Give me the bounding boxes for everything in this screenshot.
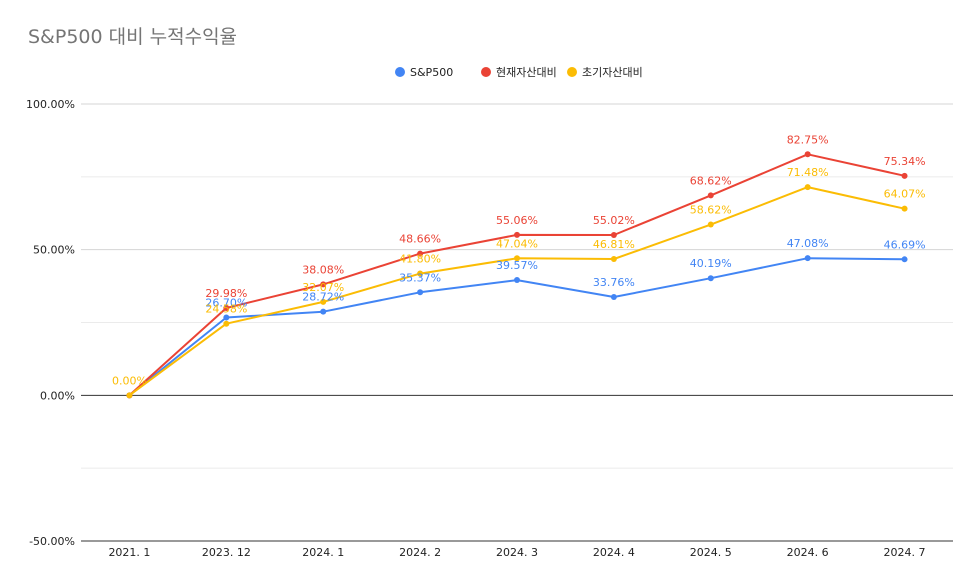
data-point — [901, 172, 908, 179]
x-tick-label: 2024. 7 — [884, 546, 926, 559]
x-tick-label: 2021. 1 — [108, 546, 150, 559]
series-line — [128, 153, 905, 397]
data-label: 28.72% — [302, 291, 344, 304]
data-label: 35.37% — [399, 271, 441, 284]
data-label: 24.58% — [205, 303, 247, 316]
data-label: 41.80% — [399, 253, 441, 266]
legend-marker — [567, 67, 577, 77]
legend-label: S&P500 — [410, 66, 453, 79]
data-point — [417, 250, 424, 257]
data-label: 58.62% — [690, 204, 732, 217]
data-point — [223, 320, 230, 327]
legend-marker — [481, 67, 491, 77]
chart-title: S&P500 대비 누적수익율 — [28, 26, 238, 48]
data-label: 55.02% — [593, 214, 635, 227]
data-point — [804, 184, 811, 191]
data-point — [901, 205, 908, 212]
data-label: 38.08% — [302, 263, 344, 276]
x-tick-label: 2024. 1 — [302, 546, 344, 559]
data-point — [223, 304, 230, 311]
data-label: 40.19% — [690, 257, 732, 270]
data-label: 68.62% — [690, 174, 732, 187]
legend-label: 초기자산대비 — [582, 66, 643, 79]
data-point — [417, 289, 424, 296]
data-point — [320, 308, 327, 315]
x-tick-label: 2023. 12 — [202, 546, 251, 559]
data-label: 29.98% — [205, 287, 247, 300]
data-point — [320, 298, 327, 305]
data-label: 47.04% — [496, 237, 538, 250]
data-label: 39.57% — [496, 259, 538, 272]
data-label: 48.66% — [399, 233, 441, 246]
x-tick-label: 2024. 4 — [593, 546, 635, 559]
data-point — [804, 255, 811, 262]
data-point — [707, 221, 714, 228]
data-label: 82.75% — [787, 133, 829, 146]
data-point — [610, 232, 617, 239]
data-point — [707, 275, 714, 282]
data-point — [610, 293, 617, 300]
x-tick-label: 2024. 3 — [496, 546, 538, 559]
data-label: 33.76% — [593, 276, 635, 289]
data-point — [901, 256, 908, 263]
data-label: 46.81% — [593, 238, 635, 251]
data-point — [804, 151, 811, 158]
data-point — [514, 255, 520, 262]
y-tick-label: 0.00% — [40, 389, 75, 402]
y-tick-label: -50.00% — [29, 535, 75, 548]
data-label: 47.08% — [787, 237, 829, 250]
data-point — [514, 277, 520, 284]
data-label: 0.00% — [112, 374, 147, 387]
data-point — [320, 281, 327, 288]
data-label: 46.69% — [884, 238, 926, 251]
data-point — [223, 314, 230, 321]
legend-marker — [395, 67, 405, 77]
data-point — [610, 255, 617, 262]
data-label: 26.70% — [205, 297, 247, 310]
data-point — [707, 192, 714, 199]
data-point — [514, 231, 520, 238]
data-label: 55.06% — [496, 214, 538, 227]
x-tick-label: 2024. 5 — [690, 546, 732, 559]
data-label: 64.07% — [884, 188, 926, 201]
y-tick-label: 100.00% — [26, 98, 75, 111]
data-label: 32.07% — [302, 281, 344, 294]
x-tick-label: 2024. 2 — [399, 546, 441, 559]
data-point — [417, 270, 424, 277]
y-tick-label: 50.00% — [33, 244, 75, 257]
legend-label: 현재자산대비 — [496, 66, 557, 79]
data-point — [126, 392, 133, 399]
data-label: 71.48% — [787, 166, 829, 179]
x-tick-label: 2024. 6 — [787, 546, 829, 559]
data-label: 75.34% — [884, 155, 926, 168]
